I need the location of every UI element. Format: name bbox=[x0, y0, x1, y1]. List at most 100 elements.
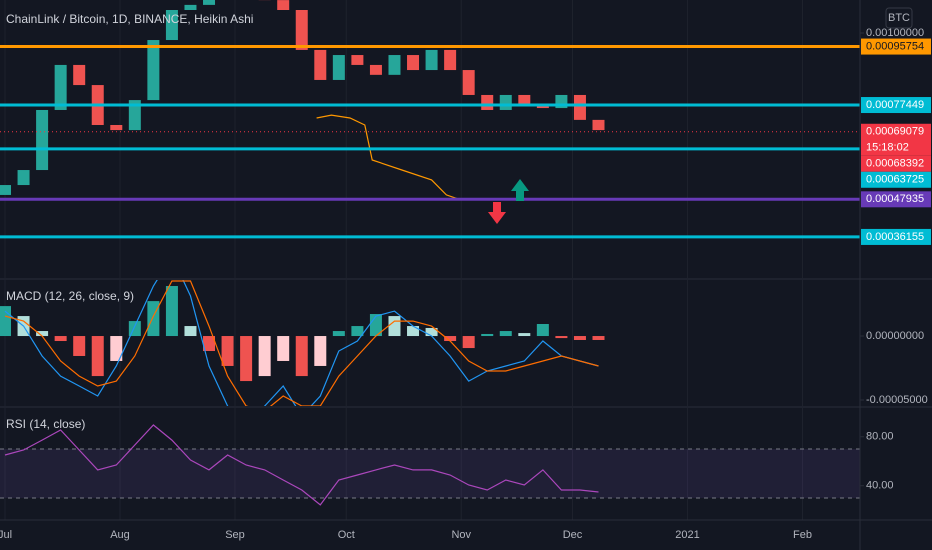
histogram-bar bbox=[499, 331, 512, 337]
price-label: 0.00095754 bbox=[866, 40, 924, 52]
candle bbox=[128, 100, 141, 131]
candle bbox=[17, 170, 30, 186]
candle bbox=[351, 55, 364, 65]
x-tick-label: Nov bbox=[451, 529, 471, 541]
grid bbox=[4, 0, 804, 520]
macd-line bbox=[4, 280, 599, 406]
rsi-pane bbox=[0, 424, 860, 506]
candle bbox=[518, 94, 531, 105]
candle bbox=[332, 55, 345, 80]
candle bbox=[444, 49, 457, 71]
y-tick-label: 0.00000000 bbox=[866, 330, 924, 342]
candle bbox=[73, 64, 86, 86]
histogram-bar bbox=[481, 333, 494, 337]
y-tick-label: 0.00100000 bbox=[866, 27, 924, 39]
histogram-bar bbox=[573, 336, 586, 340]
histogram-bar bbox=[73, 336, 86, 356]
candle bbox=[407, 55, 420, 71]
histogram-bar bbox=[444, 336, 457, 342]
histogram-bar bbox=[388, 316, 401, 337]
macd-line bbox=[4, 280, 599, 406]
histogram-bar bbox=[36, 331, 49, 337]
x-tick-label: Jul bbox=[0, 529, 12, 541]
candle bbox=[462, 70, 475, 95]
price-label-box bbox=[861, 123, 931, 156]
price-label: 0.00068392 bbox=[866, 158, 924, 170]
candle bbox=[388, 55, 401, 75]
histogram-bar bbox=[277, 336, 290, 361]
x-tick-label: 2021 bbox=[675, 529, 699, 541]
y-tick-label: 40.00 bbox=[866, 480, 894, 492]
histogram-bar bbox=[425, 327, 438, 337]
price-label-box bbox=[861, 97, 931, 114]
price-label: 0.00077449 bbox=[866, 99, 924, 111]
arrow-down bbox=[488, 202, 506, 224]
histogram-bar bbox=[555, 336, 568, 339]
candle bbox=[425, 49, 438, 71]
price-label-box bbox=[861, 155, 931, 172]
price-label: 0.00069079 bbox=[866, 126, 924, 138]
histogram-bar bbox=[592, 336, 605, 340]
histogram-bar bbox=[518, 333, 531, 337]
y-tick-label: 80.00 bbox=[866, 431, 894, 443]
histogram-bar bbox=[203, 336, 216, 351]
candle bbox=[184, 4, 197, 10]
histogram-bar bbox=[536, 324, 549, 337]
histogram-bar bbox=[462, 336, 475, 349]
candle bbox=[110, 124, 123, 131]
macd-title: MACD (12, 26, close, 9) bbox=[6, 289, 134, 303]
histogram-bar bbox=[407, 326, 420, 337]
x-tick-label: Oct bbox=[338, 529, 355, 541]
candle bbox=[0, 185, 12, 195]
histogram-bar bbox=[221, 336, 234, 366]
x-tick-label: Dec bbox=[563, 529, 583, 541]
price-label-box bbox=[861, 228, 931, 245]
candle bbox=[481, 94, 494, 110]
histogram-bar bbox=[54, 336, 67, 342]
histogram-bar bbox=[184, 326, 197, 337]
price-pane bbox=[0, 0, 860, 239]
histogram-bar bbox=[165, 286, 178, 337]
price-label: 0.00047935 bbox=[866, 193, 924, 205]
histogram-bar bbox=[240, 336, 253, 382]
indicator-line bbox=[316, 114, 462, 201]
histogram-bar bbox=[258, 336, 271, 377]
macd-pane bbox=[0, 280, 605, 406]
price-label: 0.00036155 bbox=[866, 231, 924, 243]
candle bbox=[369, 64, 382, 75]
rsi-line bbox=[4, 424, 599, 506]
price-label: 0.00063725 bbox=[866, 174, 924, 186]
candle bbox=[54, 64, 67, 110]
x-tick-label: Feb bbox=[793, 529, 812, 541]
price-label-box bbox=[861, 191, 931, 208]
histogram-bar bbox=[295, 336, 308, 377]
rsi-band bbox=[0, 449, 860, 498]
price-label-box bbox=[861, 171, 931, 188]
x-tick-label: Aug bbox=[110, 529, 130, 541]
histogram-bar bbox=[110, 336, 123, 361]
currency-box[interactable] bbox=[885, 7, 913, 29]
rsi-title: RSI (14, close) bbox=[6, 417, 85, 431]
candle bbox=[36, 109, 49, 171]
candle bbox=[314, 49, 327, 80]
candle bbox=[592, 119, 605, 131]
candle bbox=[295, 9, 308, 50]
candle bbox=[277, 0, 290, 10]
chart-title: ChainLink / Bitcoin, 1D, BINANCE, Heikin… bbox=[6, 12, 253, 26]
histogram-bar bbox=[351, 326, 364, 337]
candle bbox=[573, 94, 586, 120]
histogram-bar bbox=[147, 301, 160, 337]
candle bbox=[499, 94, 512, 110]
candle bbox=[147, 40, 160, 101]
currency[interactable]: BTC bbox=[888, 12, 910, 24]
y-tick-label: -0.00005000 bbox=[866, 394, 928, 406]
candle bbox=[203, 0, 216, 5]
arrow-up bbox=[511, 179, 529, 201]
histogram-bar bbox=[91, 336, 104, 377]
candle bbox=[165, 9, 178, 41]
price-label-box bbox=[861, 38, 931, 55]
histogram-bar bbox=[332, 331, 345, 337]
